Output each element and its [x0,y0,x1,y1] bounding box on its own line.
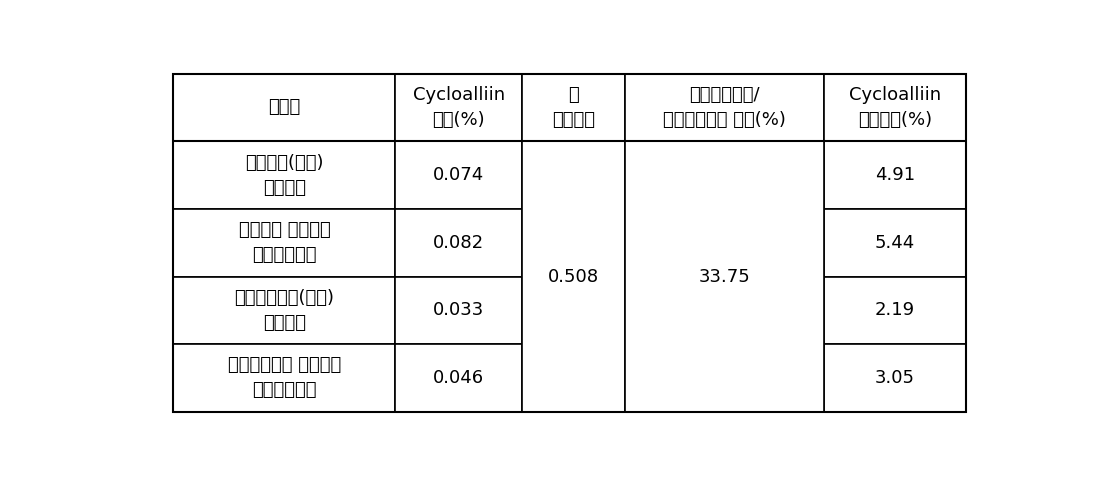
Text: 33.75: 33.75 [698,267,751,285]
Text: 0.508: 0.508 [548,267,599,285]
Text: 발효삼채뿌리 추출농축
동결건조분말: 발효삼채뿌리 추출농축 동결건조분말 [228,356,341,400]
Bar [824,277,966,344]
Text: 0.046: 0.046 [434,369,485,387]
Text: 0.033: 0.033 [434,301,485,319]
Text: 0.082: 0.082 [434,234,485,252]
Bar [396,344,523,412]
Bar [173,344,396,412]
Bar [173,74,396,141]
Bar [625,74,824,141]
Text: 총
유황함량: 총 유황함량 [553,86,595,129]
Text: 발효삼채뿌리(원형)
건조분말: 발효삼채뿌리(원형) 건조분말 [235,289,335,332]
Bar [173,141,396,209]
Bar [824,344,966,412]
Bar [824,141,966,209]
Bar [625,141,824,412]
Bar [396,74,523,141]
Text: Cycloalliin
함량(%): Cycloalliin 함량(%) [413,86,505,129]
Text: 시료명: 시료명 [268,99,300,117]
Bar [824,74,966,141]
Text: 4.91: 4.91 [875,166,915,184]
Bar [523,141,625,412]
Text: Cycloalliin
함량비율(%): Cycloalliin 함량비율(%) [848,86,941,129]
Text: 동결건조분말/
건조삼채분말 수율(%): 동결건조분말/ 건조삼채분말 수율(%) [663,86,786,129]
Bar [523,74,625,141]
Text: 5.44: 5.44 [875,234,915,252]
Text: 0.074: 0.074 [434,166,485,184]
Bar [396,277,523,344]
Bar [396,209,523,277]
Text: 3.05: 3.05 [875,369,915,387]
Bar [173,209,396,277]
Bar [173,277,396,344]
Bar [824,209,966,277]
Text: 삼채뿌리 추출농축
동결건조분말: 삼채뿌리 추출농축 동결건조분말 [239,221,330,264]
Text: 삼채뿌리(원형)
건조분말: 삼채뿌리(원형) 건조분말 [246,154,324,197]
Bar [396,141,523,209]
Text: 2.19: 2.19 [875,301,915,319]
